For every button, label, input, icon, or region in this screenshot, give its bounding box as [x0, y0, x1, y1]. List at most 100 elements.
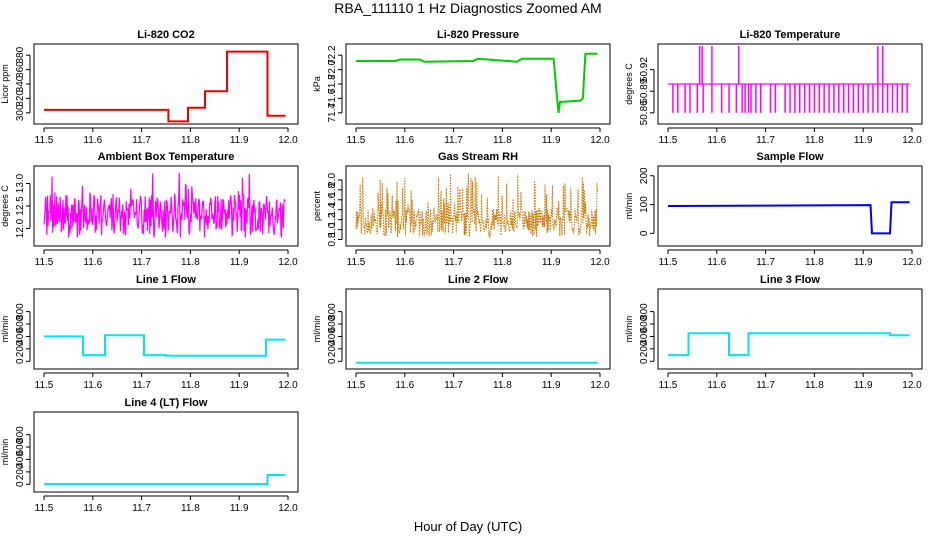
series-line: [355, 173, 599, 238]
x-tick-label: 12.0: [902, 257, 922, 268]
y-axis-label: ml/min: [0, 439, 10, 466]
plot-frame: [33, 288, 299, 370]
y-tick-label: 600: [15, 438, 26, 455]
panel-pressure: Li-820 Pressure 11.5 11.6 11.7 11.8 11.9 12.0 7…: [312, 29, 611, 146]
y-tick-label: 200: [639, 167, 650, 184]
x-tick-label: 11.6: [707, 257, 726, 268]
series-line: [44, 50, 286, 123]
y-tick-label: 50.92: [639, 57, 650, 82]
y-tick-label: 800: [15, 426, 26, 443]
y-axis-label: ml/min: [312, 316, 322, 343]
page-title: RBA_111110 1 Hz Diagnostics Zoomed AM: [334, 0, 601, 16]
x-tick-label: 12.0: [902, 380, 922, 391]
y-tick-label: 800: [327, 303, 338, 320]
y-tick-label: 600: [327, 315, 338, 332]
x-tick-label: 11.7: [756, 380, 775, 391]
y-tick-label: 72.2: [327, 45, 338, 65]
plot-frame: [33, 43, 299, 125]
x-tick-label: 11.5: [35, 135, 54, 146]
y-tick-label: 50.86: [639, 100, 650, 125]
x-tick-label: 11.7: [756, 257, 775, 268]
plot-frame: [657, 43, 923, 125]
plot-frame: [345, 165, 611, 247]
y-axis-label: Licor ppm: [0, 64, 10, 104]
y-tick-label: 360: [15, 61, 26, 78]
y-tick-label: 400: [15, 328, 26, 345]
x-tick-label: 11.9: [542, 257, 561, 268]
plot-frame: [345, 43, 611, 125]
y-tick-label: 12.5: [15, 196, 26, 216]
y-tick-label: 200: [15, 340, 26, 357]
x-tick-label: 12.0: [278, 135, 298, 146]
series-line: [44, 334, 286, 357]
x-tick-label: 11.5: [347, 380, 366, 391]
series-line: [44, 474, 286, 485]
y-axis-label: percent: [312, 190, 322, 221]
x-tick-label: 11.5: [659, 135, 678, 146]
y-tick-label: 12.0: [15, 218, 26, 238]
x-tick-label: 11.5: [659, 380, 678, 391]
x-tick-label: 11.9: [230, 135, 249, 146]
x-tick-label: 12.0: [278, 257, 298, 268]
x-tick-label: 11.8: [181, 135, 200, 146]
x-tick-label: 11.8: [181, 503, 200, 514]
x-tick-label: 12.0: [590, 380, 610, 391]
x-tick-label: 11.7: [132, 135, 151, 146]
shared-x-axis-label: Hour of Day (UTC): [414, 519, 522, 534]
plot-frame: [33, 411, 299, 493]
panel-line1: Line 1 Flow 11.5 11.6 11.7 11.8 11.9 12.0 02004…: [0, 274, 299, 391]
y-axis-label: ml/min: [624, 316, 634, 343]
x-tick-label: 11.7: [444, 257, 463, 268]
x-tick-label: 12.0: [902, 135, 922, 146]
y-tick-label: 300: [15, 104, 26, 121]
x-tick-label: 11.9: [854, 135, 873, 146]
x-tick-label: 11.6: [83, 503, 102, 514]
x-tick-label: 11.8: [493, 135, 512, 146]
x-tick-label: 11.7: [132, 503, 151, 514]
y-tick-label: 340: [15, 75, 26, 92]
panel-rh: Gas Stream RH 11.5 11.6 11.7 11.8 11.9 12.0 0.8…: [312, 151, 611, 268]
x-tick-label: 11.7: [444, 380, 463, 391]
y-tick-label: 0.8: [327, 232, 338, 246]
x-tick-label: 11.6: [395, 380, 414, 391]
panel-title: Line 4 (LT) Flow: [125, 397, 208, 409]
x-tick-label: 11.9: [542, 135, 561, 146]
x-tick-label: 11.5: [347, 135, 366, 146]
series-line: [667, 201, 910, 235]
plot-frame: [345, 288, 611, 370]
x-tick-label: 12.0: [590, 257, 610, 268]
y-tick-label: 200: [639, 340, 650, 357]
x-tick-label: 11.5: [35, 257, 54, 268]
x-tick-label: 11.9: [854, 380, 873, 391]
y-tick-label: 200: [327, 340, 338, 357]
y-axis-label: kPa: [312, 76, 322, 92]
y-tick-label: 800: [15, 303, 26, 320]
y-tick-label: 200: [15, 463, 26, 480]
panel-title: Li-820 Temperature: [740, 29, 841, 41]
y-tick-label: 71.4: [327, 103, 338, 123]
x-tick-label: 12.0: [590, 135, 610, 146]
x-tick-label: 12.0: [278, 503, 298, 514]
x-tick-label: 11.5: [35, 503, 54, 514]
y-tick-label: 0: [639, 230, 650, 236]
panel-co2: Li-820 CO2 11.5 11.6 11.7 11.8 11.9 12.0 300320…: [0, 29, 299, 146]
x-tick-label: 11.5: [347, 257, 366, 268]
x-tick-label: 11.8: [805, 135, 824, 146]
y-tick-label: 71.8: [327, 74, 338, 94]
y-tick-label: 0: [15, 481, 26, 487]
x-tick-label: 11.6: [707, 135, 726, 146]
panel-title: Ambient Box Temperature: [98, 151, 235, 163]
panel-title: Line 3 Flow: [760, 274, 820, 286]
y-tick-label: 1.0: [327, 222, 338, 236]
panel-title: Line 1 Flow: [136, 274, 196, 286]
x-tick-label: 11.7: [444, 135, 463, 146]
panel-title: Line 2 Flow: [448, 274, 508, 286]
y-tick-label: 800: [639, 303, 650, 320]
y-tick-label: 320: [15, 90, 26, 107]
x-tick-label: 11.5: [659, 257, 678, 268]
x-tick-label: 12.0: [278, 380, 298, 391]
x-tick-label: 11.8: [493, 257, 512, 268]
x-tick-label: 11.8: [181, 257, 200, 268]
y-tick-label: 50.89: [639, 78, 650, 103]
x-tick-label: 11.8: [805, 380, 824, 391]
